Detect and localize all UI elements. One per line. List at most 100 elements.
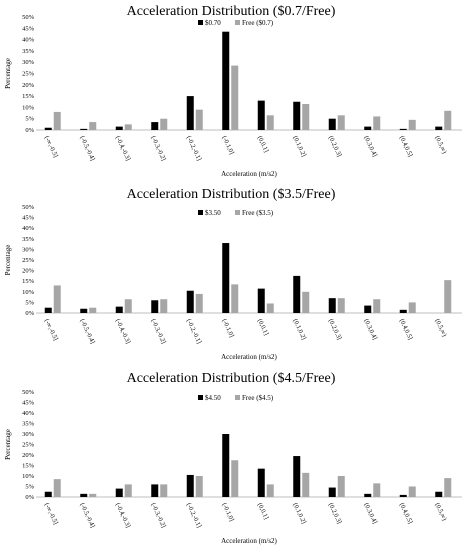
- category-label: (0.1,0.2]: [291, 318, 307, 341]
- y-tick-label: 15%: [22, 278, 35, 285]
- legend-label: Free ($3.5): [242, 209, 274, 217]
- bar-free: [53, 285, 61, 313]
- bar-paid: [293, 275, 301, 313]
- bar-paid: [399, 494, 407, 497]
- legend-swatch: [235, 210, 240, 215]
- chart-legend: $3.50 Free ($3.5): [198, 209, 274, 217]
- y-tick-label: 20%: [22, 452, 35, 459]
- bar-paid: [257, 100, 265, 130]
- chart-panel-2: Acceleration Distribution ($3.5/Free) $3.…: [4, 187, 462, 361]
- y-tick-label: 20%: [22, 268, 35, 275]
- category-label: (0.5,∞): [433, 135, 447, 155]
- chart-panel-3: Acceleration Distribution ($4.5/Free) $4.…: [4, 371, 462, 545]
- bar-paid: [44, 127, 52, 130]
- legend-label: $0.70: [205, 19, 221, 27]
- category-label: (0.3,0.4]: [362, 318, 378, 341]
- category-label: (-0.2,-0.1]: [185, 502, 203, 529]
- bar-free: [408, 119, 416, 130]
- y-axis-label: Percentage: [4, 245, 12, 276]
- y-tick-label: 35%: [22, 421, 35, 428]
- bar-paid: [328, 118, 336, 130]
- y-tick-label: 10%: [22, 473, 35, 480]
- bar-free: [266, 115, 274, 130]
- category-label: (-∞,-0.5]: [43, 135, 59, 159]
- legend-swatch: [198, 20, 203, 25]
- y-axis-label: Percentage: [4, 429, 12, 460]
- bar-free: [160, 118, 168, 130]
- bar-free: [337, 298, 345, 313]
- bar-paid: [115, 126, 123, 130]
- category-label: (0.5,∞): [433, 502, 447, 522]
- y-tick-label: 35%: [22, 236, 35, 243]
- legend-swatch: [198, 395, 203, 400]
- category-label: (0.4,0.5]: [398, 318, 414, 341]
- category-label: (0,0.1]: [256, 135, 270, 154]
- y-tick-label: 0%: [25, 494, 34, 501]
- legend-label: $4.50: [205, 394, 221, 402]
- bar-free: [373, 116, 381, 130]
- bar-free: [89, 307, 97, 313]
- chart-title: Acceleration Distribution ($0.7/Free): [127, 4, 336, 19]
- bar-free: [302, 472, 310, 497]
- y-tick-label: 30%: [22, 431, 35, 438]
- category-label: (-0.4,-0.3]: [114, 502, 132, 529]
- category-label: (0,0.1]: [256, 502, 270, 521]
- bar-paid: [222, 31, 230, 130]
- bar-free: [444, 280, 452, 313]
- x-axis-label: Acceleration (m/s2): [221, 537, 277, 545]
- bar-free: [195, 109, 203, 130]
- bar-paid: [115, 488, 123, 497]
- bar-paid: [435, 491, 443, 497]
- y-axis-label: Percentage: [4, 58, 12, 89]
- category-label: (0.4,0.5]: [398, 502, 414, 525]
- x-axis-label: Acceleration (m/s2): [221, 353, 277, 361]
- bar-paid: [151, 484, 159, 497]
- y-tick-label: 10%: [22, 289, 35, 296]
- y-tick-label: 20%: [22, 82, 35, 89]
- bar-free: [302, 291, 310, 313]
- bar-free: [124, 124, 132, 130]
- y-tick-label: 15%: [22, 93, 35, 100]
- y-tick-label: 25%: [22, 442, 35, 449]
- y-tick-label: 0%: [25, 310, 34, 317]
- category-label: (-0.3,-0.2]: [149, 318, 167, 345]
- chart-title: Acceleration Distribution ($4.5/Free): [127, 371, 336, 386]
- legend-label: Free ($4.5): [242, 394, 274, 402]
- bar-free: [195, 293, 203, 313]
- category-label: (-0.2,-0.1]: [185, 135, 203, 162]
- bar-paid: [364, 493, 372, 497]
- bar-paid: [399, 309, 407, 313]
- y-tick-label: 45%: [22, 25, 35, 32]
- bar-paid: [186, 96, 194, 130]
- bar-paid: [328, 298, 336, 313]
- chart-title: Acceleration Distribution ($3.5/Free): [127, 187, 336, 202]
- bar-free: [373, 299, 381, 313]
- bar-paid: [222, 434, 230, 497]
- legend-swatch: [235, 395, 240, 400]
- y-tick-label: 35%: [22, 48, 35, 55]
- y-tick-label: 15%: [22, 463, 35, 470]
- bar-free: [373, 483, 381, 497]
- category-label: (0.2,0.3]: [327, 318, 343, 341]
- y-tick-label: 5%: [25, 484, 34, 491]
- y-tick-label: 50%: [22, 389, 35, 396]
- y-tick-label: 5%: [25, 116, 34, 123]
- category-label: (-∞,-0.5]: [43, 502, 59, 526]
- y-tick-label: 50%: [22, 14, 35, 21]
- category-label: (-0.5,-0.4]: [78, 135, 96, 162]
- bar-paid: [80, 128, 88, 130]
- bar-paid: [151, 300, 159, 313]
- y-tick-label: 30%: [22, 59, 35, 66]
- bar-free: [195, 476, 203, 497]
- bar-free: [89, 122, 97, 130]
- category-label: (0.2,0.3]: [327, 502, 343, 525]
- legend-swatch: [198, 210, 203, 215]
- y-tick-label: 50%: [22, 204, 35, 211]
- bar-free: [53, 111, 61, 130]
- bar-free: [124, 299, 132, 313]
- bar-paid: [186, 290, 194, 313]
- bar-paid: [80, 308, 88, 313]
- bar-free: [408, 302, 416, 313]
- legend-label: Free ($0.7): [242, 19, 274, 27]
